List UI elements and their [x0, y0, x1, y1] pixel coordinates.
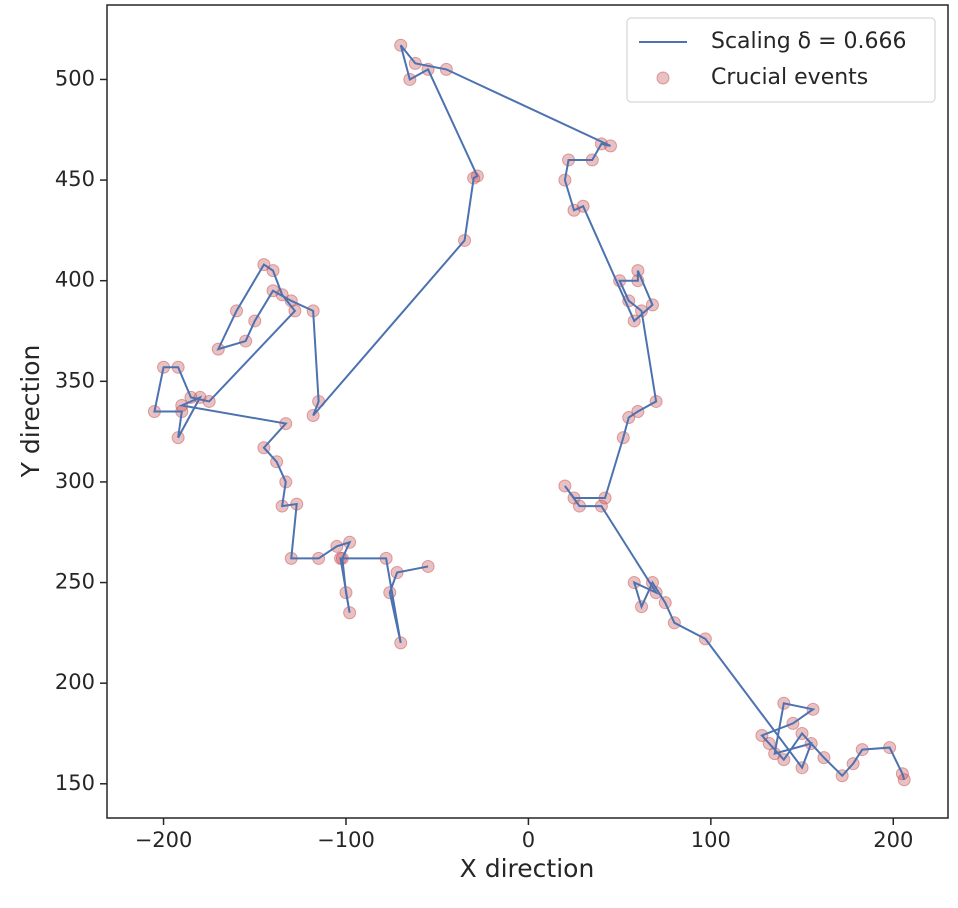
- y-tick-label: 150: [55, 771, 95, 795]
- legend-label: Scaling δ = 0.666: [711, 29, 907, 54]
- y-tick-label: 500: [55, 66, 95, 90]
- y-axis-label: Y direction: [16, 345, 45, 479]
- y-tick-label: 350: [55, 368, 95, 392]
- x-tick-label: 0: [522, 828, 535, 852]
- legend-swatch: [656, 71, 670, 85]
- x-tick-label: −100: [317, 828, 375, 852]
- legend-box: [626, 17, 936, 103]
- plot: [147, 38, 911, 787]
- y-tick-label: 250: [55, 570, 95, 594]
- x-axis-label: X direction: [460, 854, 595, 883]
- x-tick-label: 200: [873, 828, 913, 852]
- trajectory-line: [153, 44, 906, 781]
- y-tick-label: 300: [55, 469, 95, 493]
- y-tick-label: 200: [55, 670, 95, 694]
- y-tick-label: 450: [55, 167, 95, 191]
- plot-frame: [106, 4, 949, 819]
- x-tick-label: −200: [135, 828, 193, 852]
- y-tick-label: 400: [55, 268, 95, 292]
- x-tick-label: 100: [691, 828, 731, 852]
- legend-label: Crucial events: [711, 65, 868, 90]
